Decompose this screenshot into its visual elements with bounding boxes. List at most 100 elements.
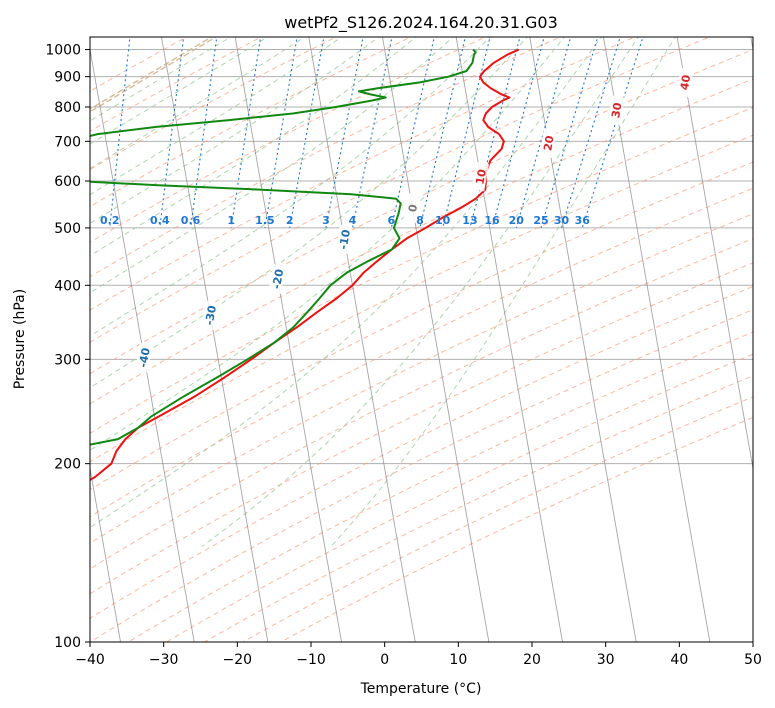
x-axis-title: Temperature (°C) [360, 681, 482, 697]
isotherm-label: 40 [678, 74, 694, 92]
dry-adiabat [279, 416, 753, 642]
skewed-isotherm [90, 465, 121, 642]
sounding-profiles [90, 48, 520, 482]
line-labels: 0.10.20.40.611.52346810131620253036-100-… [100, 67, 694, 373]
mixing-ratio-label: 25 [533, 214, 548, 227]
skewed-isotherm [161, 37, 269, 642]
isotherm-label: 30 [609, 101, 625, 119]
x-tick-label: 20 [523, 652, 541, 668]
mixing-ratio-label: 6 [388, 214, 396, 227]
mixing-ratio-line [390, 37, 435, 229]
mixing-ratio-label: 0.2 [100, 214, 120, 227]
y-tick-label: 500 [54, 221, 81, 237]
x-tick-label: 0 [380, 652, 389, 668]
moist-adiabat [90, 37, 454, 294]
moist-adiabat [90, 37, 491, 337]
moist-adiabat [90, 37, 565, 451]
mixing-ratio-line [442, 37, 491, 229]
mixing-ratio-line [581, 37, 644, 229]
x-tick-label: −20 [223, 652, 253, 668]
mixing-ratio-label: 2 [286, 214, 294, 227]
dry-adiabat [90, 37, 338, 171]
isotherm-label-bg [675, 67, 694, 98]
x-tick-label: −10 [296, 652, 326, 668]
mixing-ratio-label: 36 [575, 214, 591, 227]
skewed-isotherm [603, 37, 711, 642]
dry-adiabat [90, 134, 753, 463]
skewed-isotherm [382, 37, 490, 642]
mixing-ratio-label: 13 [462, 214, 477, 227]
y-tick-label: 700 [54, 134, 81, 150]
mixing-ratio-line [419, 37, 466, 229]
x-tick-label: −40 [75, 652, 105, 668]
mixing-ratio-label: 16 [484, 214, 500, 227]
moist-adiabat [90, 37, 269, 145]
dry-adiabat [203, 375, 753, 642]
dry-adiabat [90, 285, 753, 619]
dry-adiabat [90, 106, 753, 434]
skewed-isotherm [676, 37, 753, 471]
x-tick-label: 40 [670, 652, 688, 668]
axis-ticks: −40 −30 −20 −10 0 10 20 30 40 5010009008007006005… [45, 43, 762, 668]
x-tick-label: 10 [449, 652, 467, 668]
mixing-ratio-label: 4 [349, 214, 357, 227]
moist-adiabat [90, 37, 306, 169]
moist-adiabat [90, 37, 602, 529]
mixing-ratio-line [540, 37, 599, 229]
y-tick-label: 400 [54, 278, 81, 294]
x-tick-label: −30 [149, 652, 179, 668]
dry-adiabat [165, 353, 753, 642]
isotherm-label-bg [403, 193, 421, 223]
isotherm-label-bg [471, 161, 490, 192]
moist-adiabat [201, 37, 639, 547]
isotherm-label: 20 [541, 134, 557, 152]
mixing-ratio-line [560, 37, 621, 229]
isotherm-label: -30 [203, 304, 219, 326]
mixing-ratio-label: 8 [416, 214, 424, 227]
mixing-ratio-label: 1 [227, 214, 235, 227]
mixing-ratio-label: 10 [435, 214, 451, 227]
dry-adiabat [90, 213, 753, 544]
mixing-ratio-label: 0.6 [181, 214, 201, 227]
mixing-ratio-label: 30 [554, 214, 570, 227]
chart-title: wetPf2_S126.2024.164.20.31.G03 [284, 13, 558, 33]
moist-adiabat [90, 37, 528, 389]
y-tick-label: 300 [54, 352, 81, 368]
dewpoint-profile [90, 48, 477, 446]
y-tick-label: 100 [54, 635, 81, 651]
isotherm-label: 0 [406, 203, 420, 213]
isotherm-label-bg [201, 300, 219, 331]
mixing-ratio-label: 1.5 [255, 214, 275, 227]
mixing-ratio-label: 3 [322, 214, 330, 227]
isotherm-label: -40 [137, 346, 153, 368]
isotherm-label-bg [134, 342, 153, 373]
isotherm-label: -10 [337, 228, 353, 250]
moist-adiabats [90, 37, 676, 547]
dry-adiabat [90, 238, 753, 570]
isotherm-label: -20 [270, 268, 286, 290]
y-tick-label: 1000 [45, 43, 81, 59]
y-tick-label: 800 [54, 100, 81, 116]
mixing-ratio-label: 20 [509, 214, 525, 227]
dry-adiabat [90, 37, 412, 208]
skewed-isotherm [234, 37, 342, 642]
y-axis-title: Pressure (hPa) [12, 289, 28, 389]
isotherm-label: 10 [473, 168, 489, 186]
dry-adiabat [90, 262, 753, 595]
moist-adiabat [330, 37, 676, 547]
isotherm-label-bg [268, 263, 287, 294]
x-tick-label: 50 [744, 652, 762, 668]
moist-adiabat [90, 37, 417, 257]
skewed-isotherm [308, 37, 416, 642]
skewed-isotherm [455, 37, 563, 642]
plot-area [90, 37, 753, 642]
dry-adiabat [90, 37, 711, 343]
mixing-ratio-label: 0.4 [150, 214, 170, 227]
y-tick-label: 600 [54, 174, 81, 190]
y-tick-label: 200 [54, 457, 81, 473]
x-tick-label: 30 [597, 652, 615, 668]
plot-frame [89, 36, 754, 643]
moist-adiabat [90, 37, 380, 224]
mixing-ratio-line [491, 37, 545, 229]
